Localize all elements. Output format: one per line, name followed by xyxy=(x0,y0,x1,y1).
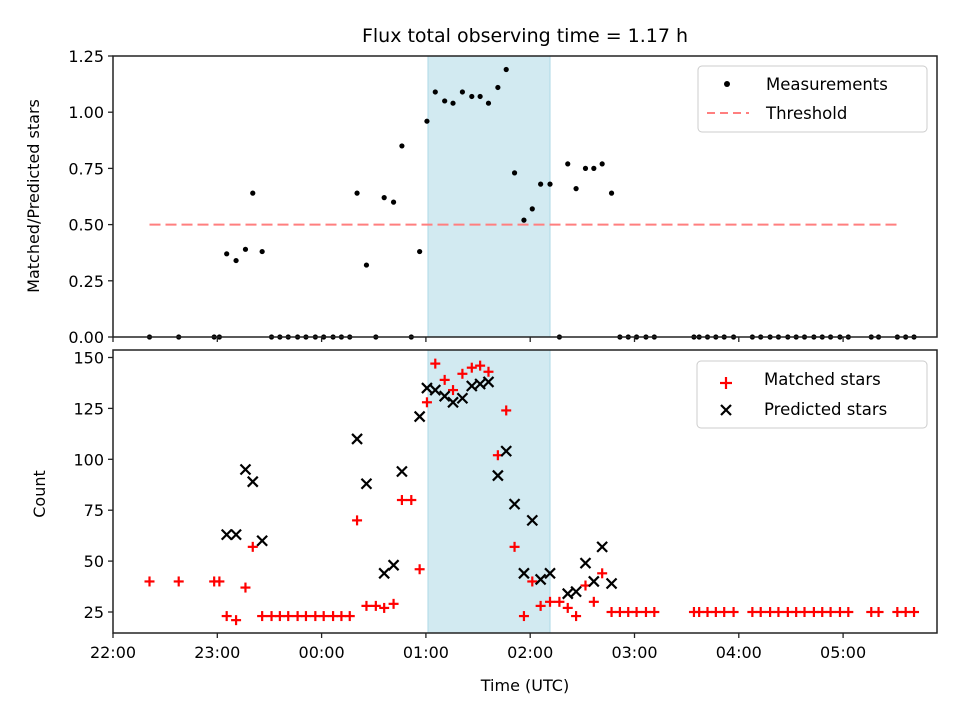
measurement-point xyxy=(583,166,588,171)
legend-threshold-label: Threshold xyxy=(765,104,847,123)
measurement-point xyxy=(433,89,438,94)
legend-predicted-label: Predicted stars xyxy=(764,400,887,419)
legend-measurements-marker xyxy=(724,81,730,87)
legend-matched-label: Matched stars xyxy=(764,370,881,389)
measurement-point xyxy=(233,258,238,263)
measurement-point xyxy=(224,251,229,256)
chart-title: Flux total observing time = 1.17 h xyxy=(362,25,688,47)
measurement-point xyxy=(424,119,429,124)
measurement-point xyxy=(364,262,369,267)
bottom-x-tick-label: 02:00 xyxy=(507,643,553,662)
measurement-point xyxy=(512,170,517,175)
measurement-point xyxy=(469,94,474,99)
legend-measurements-label: Measurements xyxy=(766,75,888,94)
bottom-x-tick-label: 00:00 xyxy=(299,643,345,662)
bottom-y-tick-label: 25 xyxy=(84,603,104,622)
measurement-point xyxy=(450,101,455,106)
bottom-y-axis-label: Count xyxy=(30,470,49,518)
measurement-point xyxy=(591,166,596,171)
measurement-point xyxy=(538,182,543,187)
top-highlight-span xyxy=(428,56,550,337)
measurement-point xyxy=(399,143,404,148)
chart-figure: 0.00 0.25 0.50 0.75 1.00 1.25 Flux total obse… xyxy=(0,0,960,720)
measurement-point xyxy=(250,191,255,196)
top-y-tick-label: 1.00 xyxy=(68,103,104,122)
top-y-tick-label: 0.00 xyxy=(68,328,104,347)
measurement-point xyxy=(530,206,535,211)
bottom-y-tick-label: 100 xyxy=(73,450,104,469)
measurement-point xyxy=(243,247,248,252)
measurement-point xyxy=(486,101,491,106)
measurement-point xyxy=(495,85,500,90)
top-y-tick-label: 1.25 xyxy=(68,47,104,66)
bottom-highlight-span xyxy=(428,350,550,633)
measurement-point xyxy=(547,182,552,187)
measurement-point xyxy=(417,249,422,254)
measurement-point xyxy=(573,186,578,191)
bottom-x-tick-label: 22:00 xyxy=(90,643,136,662)
bottom-y-tick-label: 50 xyxy=(84,552,104,571)
measurement-point xyxy=(609,191,614,196)
bottom-x-tick-label: 04:00 xyxy=(716,643,762,662)
measurement-point xyxy=(382,195,387,200)
measurement-point xyxy=(460,89,465,94)
bottom-x-tick-label: 05:00 xyxy=(820,643,866,662)
bottom-y-tick-label: 125 xyxy=(73,399,104,418)
measurement-point xyxy=(478,94,483,99)
top-y-tick-label: 0.25 xyxy=(68,272,104,291)
bottom-x-tick-label: 03:00 xyxy=(611,643,657,662)
measurement-point xyxy=(354,191,359,196)
measurement-point xyxy=(565,161,570,166)
bottom-y-tick-label: 150 xyxy=(73,349,104,368)
measurement-point xyxy=(504,67,509,72)
top-legend: Measurements Threshold xyxy=(698,66,927,132)
x-axis-label: Time (UTC) xyxy=(480,676,569,695)
bottom-legend: Matched stars Predicted stars xyxy=(697,361,927,428)
bottom-x-tick-label: 23:00 xyxy=(194,643,240,662)
measurement-point xyxy=(521,218,526,223)
top-y-tick-label: 0.50 xyxy=(68,216,104,235)
measurement-point xyxy=(600,161,605,166)
top-y-axis-label: Matched/Predicted stars xyxy=(24,99,43,293)
measurement-point xyxy=(391,200,396,205)
bottom-y-tick-label: 75 xyxy=(84,501,104,520)
measurement-point xyxy=(442,98,447,103)
measurement-point xyxy=(260,249,265,254)
top-y-tick-label: 0.75 xyxy=(68,159,104,178)
bottom-x-tick-label: 01:00 xyxy=(403,643,449,662)
